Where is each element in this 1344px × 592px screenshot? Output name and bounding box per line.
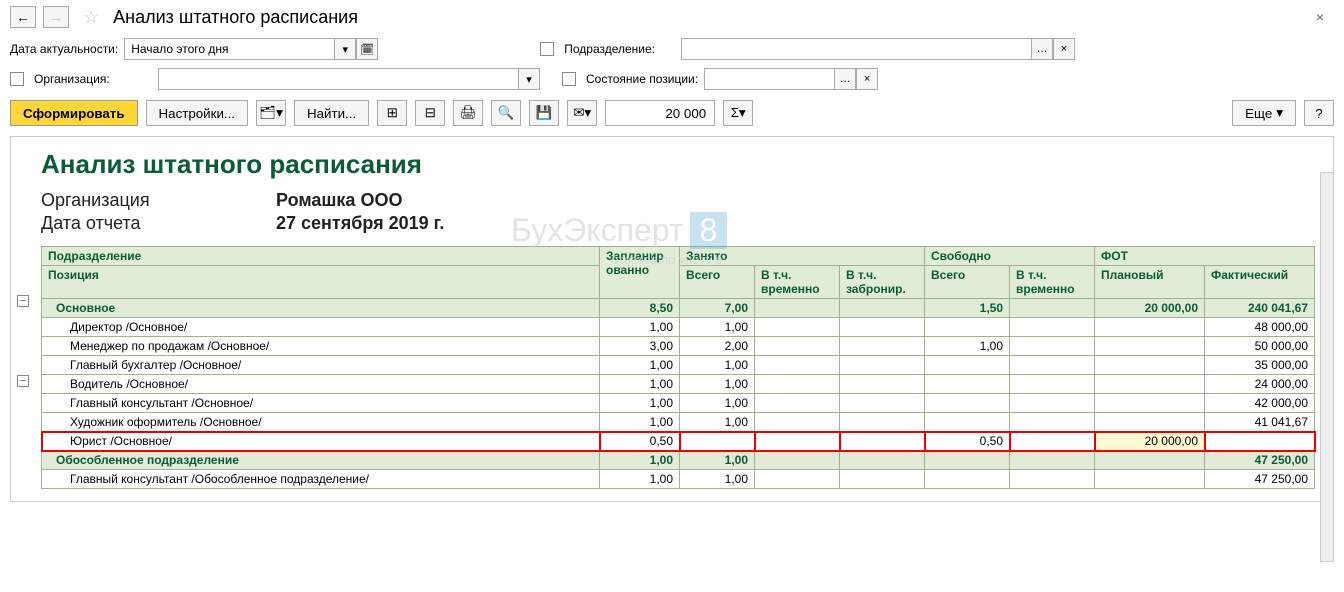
department-input[interactable]	[681, 38, 1031, 60]
organization-label: Организация:	[34, 72, 134, 86]
col-free: Свободно	[925, 247, 1095, 266]
position-status-checkbox[interactable]	[562, 72, 576, 86]
col-fot-fact: Фактический	[1205, 266, 1315, 299]
col-fot-plan: Плановый	[1095, 266, 1205, 299]
table-row[interactable]: Водитель /Основное/ 1,00 1,00 24 000,00	[42, 375, 1315, 394]
fot-filter-input[interactable]	[605, 100, 715, 126]
report-date-row: Дата отчета 27 сентября 2019 г.	[41, 213, 1315, 234]
nav-forward-button[interactable]: →	[43, 6, 69, 28]
position-status-clear-button[interactable]: ×	[856, 68, 878, 90]
department-select-button[interactable]: …	[1031, 38, 1053, 60]
date-calendar-button[interactable]: 🗓	[356, 38, 378, 60]
col-busy-total: Всего	[680, 266, 755, 299]
report-area: − − − БухЭксперт8 ответов по учёту в Ана…	[10, 136, 1334, 502]
department-clear-button[interactable]: ×	[1053, 38, 1075, 60]
position-status-label: Состояние позиции:	[586, 72, 698, 86]
col-busy-temp: В т.ч. временно	[755, 266, 840, 299]
table-row[interactable]: Главный бухгалтер /Основное/ 1,00 1,00 3…	[42, 356, 1315, 375]
date-relevance-input[interactable]: Начало этого дня	[124, 38, 334, 60]
organization-input[interactable]	[158, 68, 518, 90]
department-checkbox[interactable]	[540, 42, 554, 56]
expand-button[interactable]: ⊞	[377, 100, 407, 126]
col-free-total: Всего	[925, 266, 1010, 299]
date-relevance-label: Дата актуальности:	[10, 42, 118, 56]
department-label: Подразделение:	[564, 42, 655, 56]
collapse-button[interactable]: ⊟	[415, 100, 445, 126]
print-button[interactable]: 🖨	[453, 100, 483, 126]
tree-collapse-top[interactable]: −	[17, 295, 29, 307]
favorite-star-icon[interactable]: ☆	[83, 7, 99, 28]
col-busy: Занято	[680, 247, 925, 266]
email-button[interactable]: ✉▾	[567, 100, 597, 126]
settings-button[interactable]: Настройки...	[146, 100, 248, 126]
help-button[interactable]: ?	[1304, 100, 1334, 126]
table-group-row[interactable]: Обособленное подразделение 1,00 1,00 47 …	[42, 451, 1315, 470]
position-status-input[interactable]	[704, 68, 834, 90]
report-table: Подразделение Запланир ованно Занято Сво…	[41, 246, 1315, 489]
variant-button[interactable]: 🗂▾	[256, 100, 286, 126]
report-title: Анализ штатного расписания	[41, 149, 1315, 180]
nav-back-button[interactable]: ←	[10, 6, 36, 28]
col-planned: Запланир ованно	[600, 247, 680, 299]
report-org-row: Организация Ромашка ООО	[41, 190, 1315, 211]
table-row[interactable]: Юрист /Основное/ 0,50 0,50 20 000,00	[42, 432, 1315, 451]
table-row[interactable]: Директор /Основное/ 1,00 1,00 48 000,00	[42, 318, 1315, 337]
tree-collapse-group-1[interactable]: −	[17, 375, 29, 387]
preview-button[interactable]: 🔍	[491, 100, 521, 126]
col-position: Позиция	[42, 266, 600, 299]
table-group-row[interactable]: Основное 8,50 7,00 1,50 20 000,00 240 04…	[42, 299, 1315, 318]
vertical-scrollbar[interactable]	[1320, 172, 1334, 562]
col-fot: ФОТ	[1095, 247, 1315, 266]
date-dropdown-button[interactable]: ▾	[334, 38, 356, 60]
save-button[interactable]: 💾	[529, 100, 559, 126]
table-row[interactable]: Главный консультант /Основное/ 1,00 1,00…	[42, 394, 1315, 413]
more-button[interactable]: Еще ▾	[1232, 100, 1296, 126]
position-status-select-button[interactable]: …	[834, 68, 856, 90]
col-free-temp: В т.ч. временно	[1010, 266, 1095, 299]
table-row[interactable]: Главный консультант /Обособленное подраз…	[42, 470, 1315, 489]
generate-button[interactable]: Сформировать	[10, 100, 138, 126]
col-busy-booked: В т.ч. забронир.	[840, 266, 925, 299]
sum-button[interactable]: Σ▾	[723, 100, 753, 126]
table-row[interactable]: Менеджер по продажам /Основное/ 3,00 2,0…	[42, 337, 1315, 356]
organization-checkbox[interactable]	[10, 72, 24, 86]
col-department: Подразделение	[42, 247, 600, 266]
close-icon[interactable]: ×	[1306, 9, 1334, 25]
page-title: Анализ штатного расписания	[113, 7, 358, 28]
organization-dropdown-button[interactable]: ▾	[518, 68, 540, 90]
find-button[interactable]: Найти...	[294, 100, 369, 126]
table-row[interactable]: Художник оформитель /Основное/ 1,00 1,00…	[42, 413, 1315, 432]
